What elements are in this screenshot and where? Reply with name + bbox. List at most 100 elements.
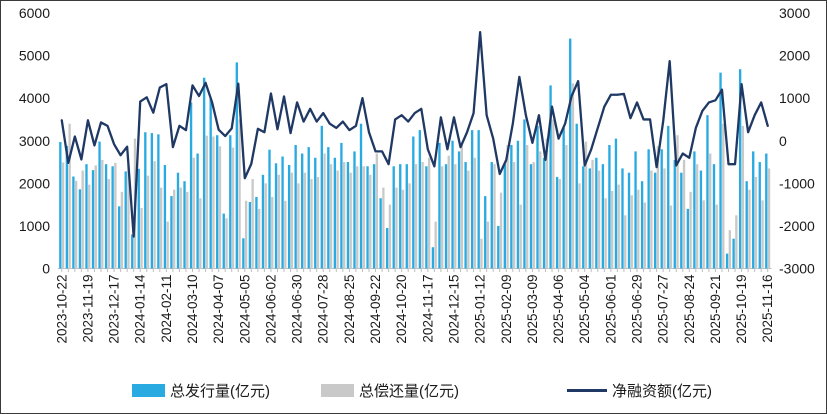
x-axis-tick-label: 2025-02-09 [499, 275, 514, 344]
issuance-bar [176, 172, 180, 269]
x-axis-tick-label: 2024-03-10 [185, 275, 200, 344]
issuance-bar [693, 151, 696, 269]
repayment-bar [186, 191, 189, 269]
x-axis-tick-label: 2025-06-29 [629, 275, 644, 344]
repayment-bar [571, 83, 575, 269]
issuance-bar [549, 85, 552, 269]
y-axis-left-tick-label: 0 [42, 261, 50, 277]
repayment-bar [258, 208, 261, 269]
repayment-bar [669, 205, 673, 269]
issuance-bar [745, 181, 748, 269]
repayment-bar [486, 221, 490, 269]
issuance-bar [510, 145, 513, 269]
repayment-bar [591, 159, 594, 269]
repayment-bar [88, 184, 91, 269]
issuance-bar [680, 172, 683, 269]
issuance-bar [719, 72, 722, 269]
y-axis-left-tick-label: 1000 [19, 218, 50, 234]
repayment-bar [61, 162, 65, 269]
issuance-bar [327, 147, 330, 269]
repayment-bar [728, 230, 731, 269]
x-axis-tick-label: 2023-11-19 [80, 275, 95, 343]
issuance-bar [725, 253, 729, 269]
repayment-bar [290, 172, 294, 269]
repayment-bar [284, 200, 287, 269]
issuance-bar [294, 145, 297, 269]
issuance-bar [144, 132, 147, 269]
repayment-bar [68, 123, 71, 269]
repayment-bar [74, 180, 78, 269]
issuance-bar [268, 149, 271, 269]
issuance-bar [608, 145, 611, 269]
y-axis-left-tick-label: 3000 [19, 133, 50, 149]
repayment-bar [356, 166, 359, 269]
repayment-bar [114, 162, 117, 269]
issuance-bar [242, 238, 245, 269]
repayment-bar [199, 198, 202, 269]
x-axis-tick-label: 2024-10-20 [394, 275, 409, 344]
issuance-bar [738, 69, 742, 269]
y-axis-right-tick-label: -3000 [779, 261, 815, 277]
legend-item-net-financing: 净融资额(亿元) [567, 380, 712, 400]
issuance-bar [65, 145, 69, 269]
repayment-bar [767, 168, 771, 269]
x-axis-tick-label: 2025-06-01 [603, 275, 618, 344]
issuance-bar [470, 130, 474, 269]
issuance-bar [59, 142, 62, 269]
issuance-bar [287, 165, 291, 269]
issuance-bar [379, 198, 382, 269]
issuance-bar [516, 140, 520, 269]
x-axis-tick-label: 2025-09-21 [708, 275, 723, 344]
legend-swatch-repayment [321, 383, 354, 397]
repayment-bar [81, 170, 84, 269]
repayment-bar [512, 162, 516, 269]
repayment-bar [584, 141, 588, 269]
issuance-bar [248, 202, 252, 269]
issuance-bar [529, 164, 533, 269]
repayment-bar [369, 174, 372, 269]
repayment-bar [663, 168, 666, 269]
repayment-bar [532, 162, 535, 269]
issuance-bar [274, 163, 278, 269]
legend-item-issuance: 总发行量(亿元) [132, 380, 270, 400]
issuance-bar [699, 170, 703, 269]
repayment-bar [643, 202, 647, 269]
repayment-bar [277, 174, 280, 269]
repayment-bar [637, 189, 640, 269]
issuance-bar [451, 140, 454, 269]
legend-swatch-net-financing [567, 388, 607, 392]
repayment-bar [565, 145, 568, 269]
issuance-bar [222, 213, 225, 269]
repayment-bar [297, 183, 300, 269]
repayment-bar [349, 172, 352, 269]
issuance-bar [124, 171, 127, 269]
repayment-bar [127, 165, 130, 269]
issuance-bar [653, 172, 657, 269]
x-axis-tick-label: 2024-02-11 [159, 275, 174, 343]
issuance-bar [98, 141, 101, 269]
x-axis-tick-label: 2025-04-06 [551, 275, 566, 344]
repayment-bar [689, 191, 692, 269]
issuance-bar [484, 196, 487, 269]
repayment-bar [153, 161, 156, 269]
repayment-bar [506, 145, 509, 269]
repayment-bar [552, 119, 555, 269]
repayment-bar [748, 189, 751, 269]
repayment-bar [447, 155, 450, 269]
repayment-bar [362, 166, 365, 269]
repayment-bar [159, 187, 163, 269]
repayment-bar [382, 187, 385, 269]
repayment-bar [702, 200, 705, 269]
repayment-bar [225, 218, 228, 269]
issuance-bar [660, 149, 663, 269]
x-axis [58, 268, 772, 272]
x-axis-tick-label: 2025-07-27 [656, 275, 671, 344]
issuance-bar [111, 166, 114, 269]
bars-total-issuance [59, 38, 768, 269]
repayment-bar [244, 200, 248, 269]
issuance-bar [477, 130, 480, 269]
issuance-bar [627, 172, 631, 269]
issuance-bar [85, 164, 88, 269]
repayment-bar [408, 183, 411, 269]
issuance-bar [418, 130, 422, 269]
